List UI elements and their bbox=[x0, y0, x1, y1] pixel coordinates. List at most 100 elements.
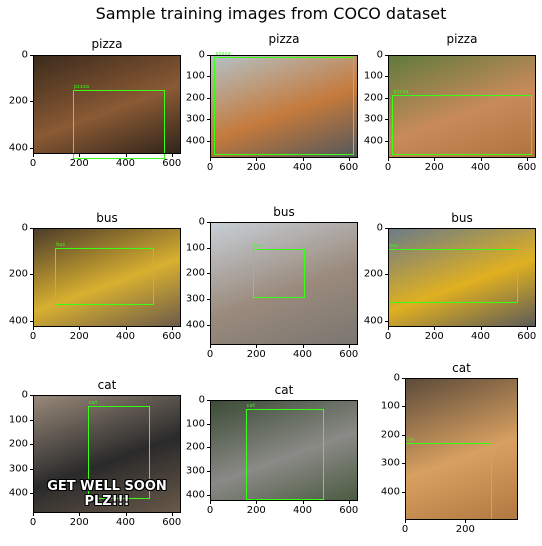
y-tick-label: 100 bbox=[363, 70, 383, 82]
photo bbox=[33, 395, 181, 513]
y-tick-label: 300 bbox=[185, 465, 205, 477]
photo bbox=[210, 55, 358, 158]
image-axes: pizza bbox=[388, 55, 536, 158]
bounding-box bbox=[245, 409, 324, 500]
y-tick-label: 200 bbox=[8, 268, 28, 280]
image-axes: pizza bbox=[33, 55, 181, 159]
x-tick-label: 400 bbox=[292, 349, 313, 360]
y-tick-label: 400 bbox=[380, 486, 400, 498]
bounding-box bbox=[405, 443, 492, 520]
image-axes: cat bbox=[210, 400, 358, 501]
x-tick-label: 200 bbox=[424, 331, 444, 342]
x-tick-label: 200 bbox=[246, 349, 266, 360]
y-tick-label: 400 bbox=[363, 135, 383, 147]
x-tick-label: 400 bbox=[470, 331, 491, 342]
x-tick-label: 0 bbox=[384, 162, 392, 173]
y-tick-label: 100 bbox=[185, 418, 205, 430]
x-tick-label: 600 bbox=[517, 331, 537, 342]
y-tick-label: 400 bbox=[363, 315, 383, 327]
y-tick-label: 200 bbox=[185, 92, 205, 104]
bounding-box bbox=[392, 95, 532, 155]
x-tick-label: 400 bbox=[115, 331, 136, 342]
x-tick-label: 600 bbox=[339, 505, 359, 516]
bounding-box-label: bus bbox=[389, 242, 399, 249]
y-tick-label: 200 bbox=[8, 95, 28, 107]
y-tick-label: 400 bbox=[185, 489, 205, 501]
panel-title: cat bbox=[452, 361, 471, 375]
y-tick-label: 200 bbox=[380, 429, 400, 441]
image-axes: bus bbox=[33, 228, 181, 327]
photo bbox=[405, 378, 518, 520]
bounding-box bbox=[72, 89, 165, 159]
x-tick-label: 200 bbox=[69, 331, 89, 342]
x-tick-label: 400 bbox=[470, 162, 491, 173]
panel-title: cat bbox=[97, 378, 117, 392]
x-tick-label: 0 bbox=[384, 331, 392, 342]
image-axes: pizza bbox=[210, 51, 358, 158]
bounding-box-label: bus bbox=[253, 243, 263, 250]
x-tick-label: 400 bbox=[292, 162, 313, 173]
panel-title: cat bbox=[274, 383, 294, 397]
x-tick-label: 600 bbox=[339, 162, 359, 173]
meme-caption: GET WELL SOON PLZ!!! bbox=[47, 479, 167, 509]
x-tick-label: 600 bbox=[517, 162, 537, 173]
y-tick-label: 200 bbox=[8, 438, 28, 450]
figure-title: Sample training images from COCO dataset bbox=[95, 4, 447, 23]
x-tick-label: 600 bbox=[162, 331, 182, 342]
x-tick-label: 0 bbox=[206, 349, 214, 360]
panel-title: pizza bbox=[91, 37, 123, 51]
panel-title: bus bbox=[273, 205, 295, 219]
x-tick-label: 200 bbox=[455, 524, 475, 535]
y-tick-label: 100 bbox=[380, 400, 400, 412]
x-tick-label: 200 bbox=[246, 505, 266, 516]
photo bbox=[33, 55, 181, 154]
image-axes: bus bbox=[210, 222, 358, 345]
y-tick-label: 0 bbox=[198, 49, 205, 61]
y-tick-label: 0 bbox=[21, 389, 28, 401]
bounding-box bbox=[214, 57, 354, 155]
y-tick-label: 300 bbox=[363, 113, 383, 125]
y-tick-label: 400 bbox=[185, 319, 205, 330]
y-tick-label: 400 bbox=[8, 487, 28, 499]
x-tick-label: 600 bbox=[162, 517, 182, 528]
y-tick-label: 200 bbox=[363, 268, 383, 280]
panel-title: bus bbox=[96, 211, 118, 225]
panel-title: pizza bbox=[446, 32, 478, 46]
y-tick-label: 0 bbox=[21, 222, 28, 234]
x-tick-label: 0 bbox=[29, 158, 37, 169]
bounding-box bbox=[55, 247, 155, 306]
x-tick-label: 200 bbox=[69, 158, 89, 169]
x-tick-label: 600 bbox=[339, 349, 359, 360]
y-tick-label: 0 bbox=[21, 49, 28, 61]
y-tick-label: 100 bbox=[185, 242, 205, 254]
y-tick-label: 200 bbox=[185, 441, 205, 453]
y-tick-label: 400 bbox=[8, 142, 28, 154]
bounding-box bbox=[87, 405, 150, 499]
bounding-box bbox=[252, 249, 305, 299]
y-tick-label: 100 bbox=[8, 414, 28, 426]
y-tick-label: 300 bbox=[185, 293, 205, 305]
photo bbox=[388, 55, 536, 158]
y-tick-label: 0 bbox=[393, 372, 400, 384]
image-axes: cat bbox=[405, 378, 518, 520]
bounding-box-label: pizza bbox=[215, 51, 231, 58]
x-tick-label: 0 bbox=[29, 517, 37, 528]
x-tick-label: 400 bbox=[115, 158, 136, 169]
panel-title: pizza bbox=[268, 32, 300, 46]
bounding-box-label: pizza bbox=[73, 83, 90, 90]
x-tick-label: 0 bbox=[29, 331, 37, 342]
photo bbox=[33, 228, 181, 327]
x-tick-label: 200 bbox=[246, 162, 266, 173]
y-tick-label: 400 bbox=[185, 135, 205, 147]
y-tick-label: 200 bbox=[363, 92, 383, 104]
bounding-box-label: cat bbox=[406, 437, 416, 444]
x-tick-label: 200 bbox=[69, 517, 89, 528]
x-tick-label: 0 bbox=[206, 162, 214, 173]
y-tick-label: 300 bbox=[380, 457, 400, 469]
bounding-box bbox=[388, 248, 519, 304]
image-axes: cat GET WELL SOON PLZ!!! bbox=[33, 395, 181, 513]
y-tick-label: 300 bbox=[8, 463, 28, 475]
y-tick-label: 400 bbox=[8, 315, 28, 327]
x-tick-label: 0 bbox=[206, 505, 214, 516]
bounding-box-label: cat bbox=[246, 403, 256, 410]
